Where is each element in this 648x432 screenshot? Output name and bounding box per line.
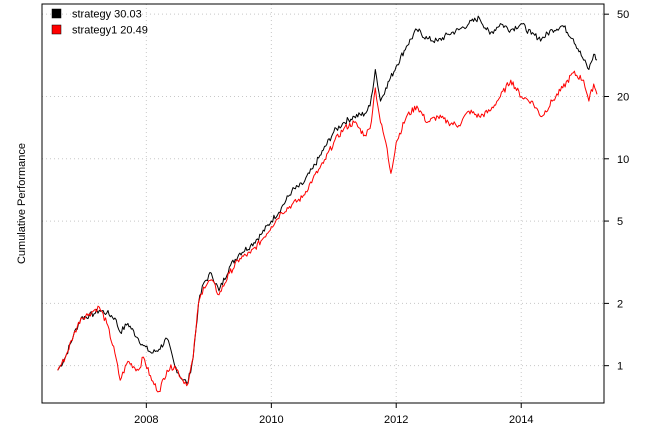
y-axis: 1 2 5 10 20 50	[604, 9, 629, 373]
y-tick-label: 5	[617, 216, 623, 228]
legend-label-strategy: strategy 30.03	[72, 9, 142, 21]
x-tick-label: 2010	[259, 414, 283, 426]
legend-swatch-strategy	[51, 8, 62, 19]
plot-frame	[41, 3, 605, 404]
series-line-strategy1	[57, 70, 598, 393]
legend-label-strategy1: strategy1 20.49	[72, 25, 148, 37]
legend: strategy 30.03 strategy1 20.49	[51, 8, 148, 37]
x-tick-label: 2014	[509, 414, 533, 426]
grid-lines	[42, 4, 604, 403]
y-tick-label: 2	[617, 298, 623, 310]
y-tick-label: 1	[617, 361, 623, 373]
x-axis: 2008 2010 2012 2014	[134, 403, 533, 426]
y-axis-title: Cumulative Performance	[16, 143, 28, 264]
y-tick-label: 20	[617, 92, 629, 104]
series-line-strategy	[57, 15, 598, 384]
legend-swatch-strategy1	[51, 24, 62, 35]
y-tick-label: 50	[617, 9, 629, 21]
x-tick-label: 2012	[384, 414, 408, 426]
x-tick-label: 2008	[134, 414, 158, 426]
y-tick-label: 10	[617, 154, 629, 166]
series-layer	[57, 15, 598, 393]
